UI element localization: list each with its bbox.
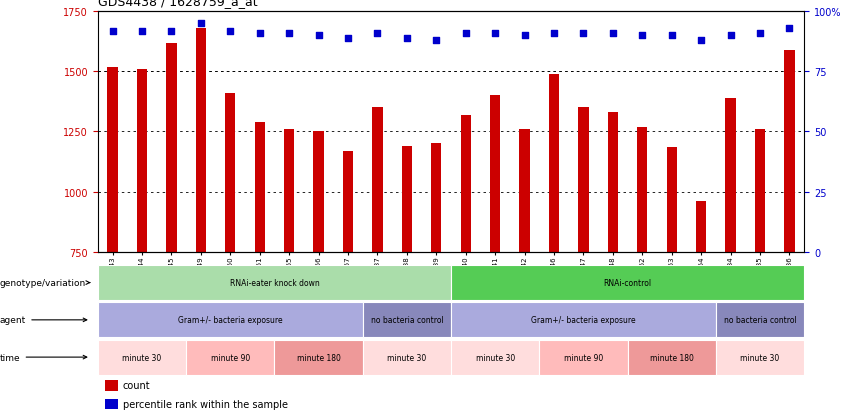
Point bbox=[577, 31, 591, 37]
Bar bbox=[785, 51, 795, 413]
Bar bbox=[579, 108, 589, 413]
Text: genotype/variation: genotype/variation bbox=[0, 278, 89, 287]
Point bbox=[106, 28, 119, 35]
Bar bbox=[98, 266, 451, 300]
Bar bbox=[284, 130, 294, 413]
Point bbox=[400, 36, 414, 42]
Point bbox=[371, 31, 385, 37]
Text: GDS4438 / 1628759_a_at: GDS4438 / 1628759_a_at bbox=[98, 0, 258, 8]
Bar bbox=[105, 380, 117, 391]
Bar bbox=[137, 70, 147, 413]
Bar bbox=[105, 399, 117, 409]
Bar bbox=[490, 96, 500, 413]
Text: minute 30: minute 30 bbox=[123, 353, 162, 362]
Text: minute 180: minute 180 bbox=[297, 353, 340, 362]
Bar bbox=[540, 340, 627, 375]
Bar bbox=[186, 340, 274, 375]
Text: minute 30: minute 30 bbox=[740, 353, 780, 362]
Bar bbox=[451, 303, 716, 337]
Bar bbox=[254, 123, 265, 413]
Point bbox=[341, 36, 355, 42]
Point bbox=[488, 31, 502, 37]
Bar bbox=[196, 29, 206, 413]
Text: minute 180: minute 180 bbox=[650, 353, 694, 362]
Bar bbox=[696, 202, 706, 413]
Bar bbox=[274, 340, 363, 375]
Bar bbox=[313, 132, 323, 413]
Bar bbox=[166, 43, 177, 413]
Text: RNAi-control: RNAi-control bbox=[603, 278, 652, 287]
Text: count: count bbox=[123, 380, 151, 390]
Point bbox=[783, 26, 797, 33]
Text: minute 90: minute 90 bbox=[564, 353, 603, 362]
Bar bbox=[372, 108, 383, 413]
Point bbox=[194, 21, 208, 28]
Point bbox=[517, 33, 531, 40]
Text: no bacteria control: no bacteria control bbox=[370, 316, 443, 325]
Bar bbox=[363, 303, 451, 337]
Text: no bacteria control: no bacteria control bbox=[723, 316, 797, 325]
Text: Gram+/- bacteria exposure: Gram+/- bacteria exposure bbox=[531, 316, 636, 325]
Bar bbox=[431, 144, 442, 413]
Text: minute 90: minute 90 bbox=[211, 353, 250, 362]
Bar bbox=[755, 130, 765, 413]
Point bbox=[224, 28, 237, 35]
Bar bbox=[716, 340, 804, 375]
Point bbox=[459, 31, 472, 37]
Text: minute 30: minute 30 bbox=[476, 353, 515, 362]
Text: percentile rank within the sample: percentile rank within the sample bbox=[123, 399, 288, 409]
Bar bbox=[725, 99, 736, 413]
Point bbox=[694, 38, 708, 45]
Point bbox=[547, 31, 561, 37]
Bar bbox=[608, 113, 618, 413]
Text: RNAi-eater knock down: RNAi-eater knock down bbox=[230, 278, 319, 287]
Text: minute 30: minute 30 bbox=[387, 353, 426, 362]
Bar bbox=[451, 340, 540, 375]
Bar bbox=[716, 303, 804, 337]
Text: time: time bbox=[0, 353, 87, 362]
Bar bbox=[402, 147, 412, 413]
Point bbox=[164, 28, 178, 35]
Point bbox=[724, 33, 738, 40]
Point bbox=[665, 33, 678, 40]
Bar bbox=[98, 303, 363, 337]
Bar bbox=[627, 340, 716, 375]
Bar bbox=[226, 94, 236, 413]
Point bbox=[283, 31, 296, 37]
Bar bbox=[519, 130, 530, 413]
Bar bbox=[363, 340, 451, 375]
Bar bbox=[343, 151, 353, 413]
Point bbox=[636, 33, 649, 40]
Point bbox=[311, 33, 325, 40]
Text: Gram+/- bacteria exposure: Gram+/- bacteria exposure bbox=[178, 316, 283, 325]
Point bbox=[430, 38, 443, 45]
Text: agent: agent bbox=[0, 316, 87, 325]
Point bbox=[753, 31, 767, 37]
Bar bbox=[107, 67, 117, 413]
Bar bbox=[460, 115, 471, 413]
Bar bbox=[637, 127, 648, 413]
Bar bbox=[666, 148, 677, 413]
Bar bbox=[549, 75, 559, 413]
Bar bbox=[98, 340, 186, 375]
Point bbox=[606, 31, 620, 37]
Bar bbox=[451, 266, 804, 300]
Point bbox=[253, 31, 266, 37]
Point bbox=[135, 28, 149, 35]
